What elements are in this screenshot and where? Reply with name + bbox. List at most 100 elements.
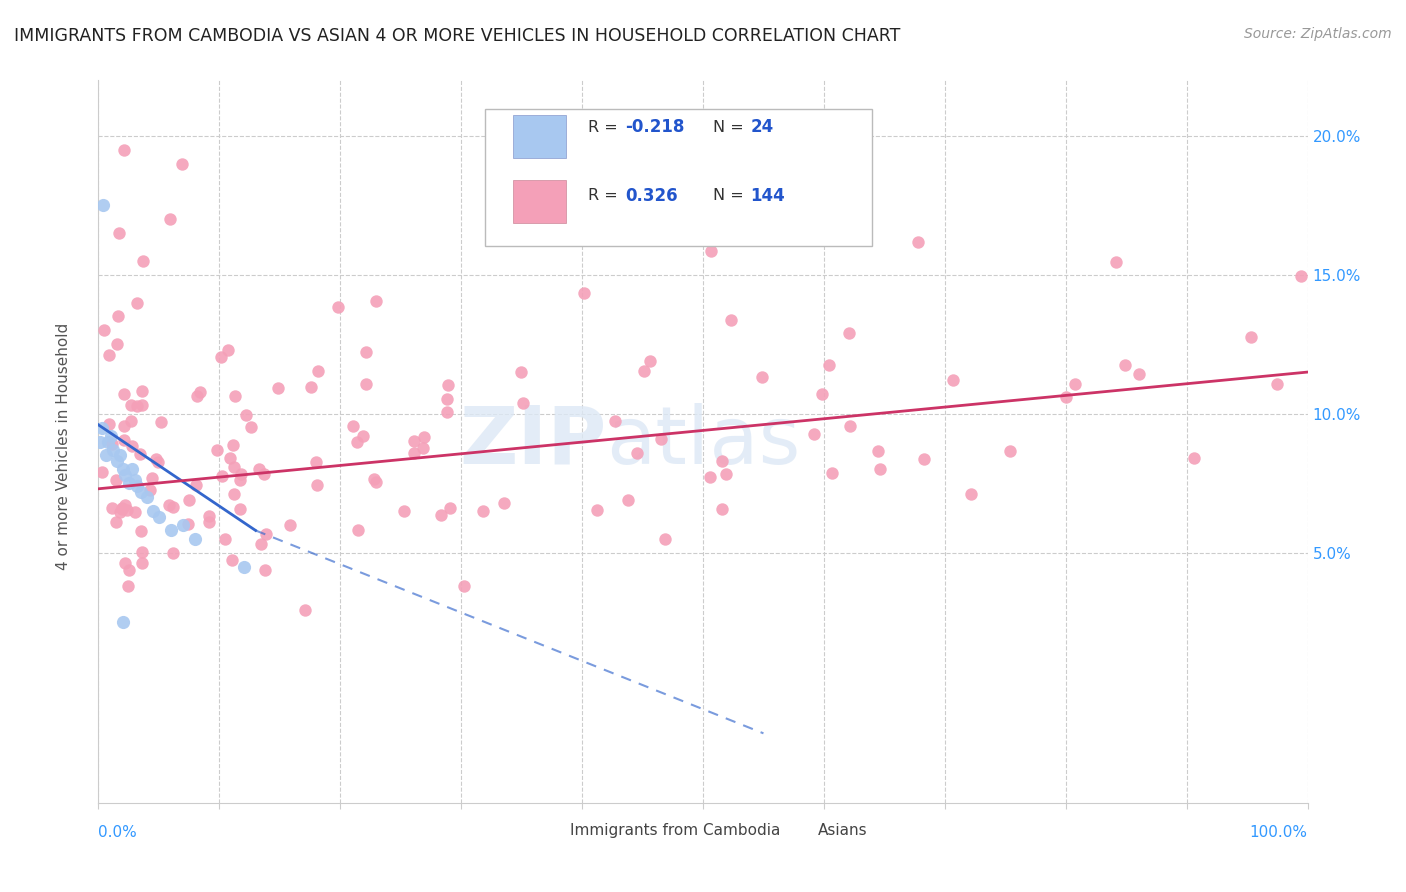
Text: N =: N = (713, 120, 748, 135)
Point (751, 369, 773, 384)
Point (209, 350, 232, 364)
Point (111, 462, 134, 476)
Point (839, 418, 862, 433)
Point (346, 523, 368, 537)
Point (111, 615, 134, 630)
Point (811, 387, 834, 401)
FancyBboxPatch shape (485, 109, 872, 246)
Point (121, 439, 143, 453)
Point (412, 430, 434, 444)
Point (392, 504, 415, 518)
Text: 100.0%: 100.0% (1250, 825, 1308, 840)
Point (162, 500, 184, 514)
Point (121, 462, 143, 476)
Point (492, 496, 515, 510)
Point (91, 465, 114, 479)
Point (198, 516, 221, 530)
Text: 0.326: 0.326 (626, 187, 678, 205)
Point (211, 468, 233, 483)
Point (869, 462, 891, 476)
Point (207, 443, 229, 458)
Text: -0.218: -0.218 (626, 119, 685, 136)
Point (247, 461, 270, 475)
Point (131, 556, 153, 570)
Point (404, 434, 426, 448)
Point (105, 473, 128, 487)
Point (254, 527, 277, 541)
Point (112, 143, 135, 157)
Point (108, 449, 131, 463)
Point (224, 487, 246, 501)
Point (294, 603, 316, 617)
FancyBboxPatch shape (772, 817, 813, 845)
Point (998, 444, 1021, 458)
Point (512, 396, 534, 410)
Text: 4 or more Vehicles in Household: 4 or more Vehicles in Household (56, 322, 70, 570)
Point (346, 435, 368, 450)
Point (148, 509, 170, 524)
Text: 0.0%: 0.0% (98, 825, 138, 840)
Point (820, 466, 842, 480)
Text: N =: N = (713, 188, 748, 203)
Text: R =: R = (588, 120, 623, 135)
Point (124, 505, 146, 519)
Point (342, 418, 364, 433)
Point (112, 433, 135, 447)
Point (436, 392, 458, 406)
Point (125, 399, 148, 413)
Text: Immigrants from Cambodia: Immigrants from Cambodia (569, 822, 780, 838)
Point (162, 546, 184, 560)
Point (131, 545, 153, 559)
Point (111, 502, 134, 516)
Point (626, 446, 648, 460)
Point (868, 444, 890, 458)
Point (149, 415, 172, 429)
Point (177, 517, 200, 532)
Point (132, 253, 155, 268)
Point (114, 419, 136, 434)
Point (1182, 450, 1205, 465)
Point (221, 553, 243, 567)
Text: R =: R = (588, 188, 623, 203)
Point (214, 532, 236, 546)
Point (439, 501, 461, 516)
Point (117, 579, 139, 593)
Point (716, 467, 738, 482)
Point (172, 517, 194, 532)
Point (218, 451, 240, 466)
Point (105, 454, 128, 468)
Point (941, 373, 963, 387)
Point (127, 479, 149, 493)
Point (198, 508, 221, 523)
Point (711, 454, 734, 468)
Point (1289, 269, 1312, 284)
Point (838, 326, 860, 341)
Point (118, 476, 141, 491)
Point (586, 502, 609, 516)
Point (160, 524, 183, 538)
Point (108, 226, 131, 240)
Point (117, 503, 139, 517)
Text: 144: 144 (751, 187, 785, 205)
Point (120, 414, 142, 428)
Point (186, 389, 208, 403)
Point (232, 559, 254, 574)
Point (142, 504, 165, 518)
Point (135, 490, 157, 504)
Point (509, 365, 531, 379)
Point (217, 343, 239, 358)
Point (305, 455, 328, 469)
Point (222, 438, 245, 452)
Point (1128, 367, 1150, 381)
Point (101, 501, 124, 516)
Point (114, 498, 136, 512)
Text: atlas: atlas (606, 402, 800, 481)
Point (633, 364, 655, 378)
Point (700, 244, 723, 258)
Point (352, 428, 374, 442)
FancyBboxPatch shape (513, 180, 567, 223)
Point (301, 379, 323, 393)
Point (1240, 330, 1263, 344)
Point (104, 515, 127, 529)
Point (172, 156, 194, 170)
